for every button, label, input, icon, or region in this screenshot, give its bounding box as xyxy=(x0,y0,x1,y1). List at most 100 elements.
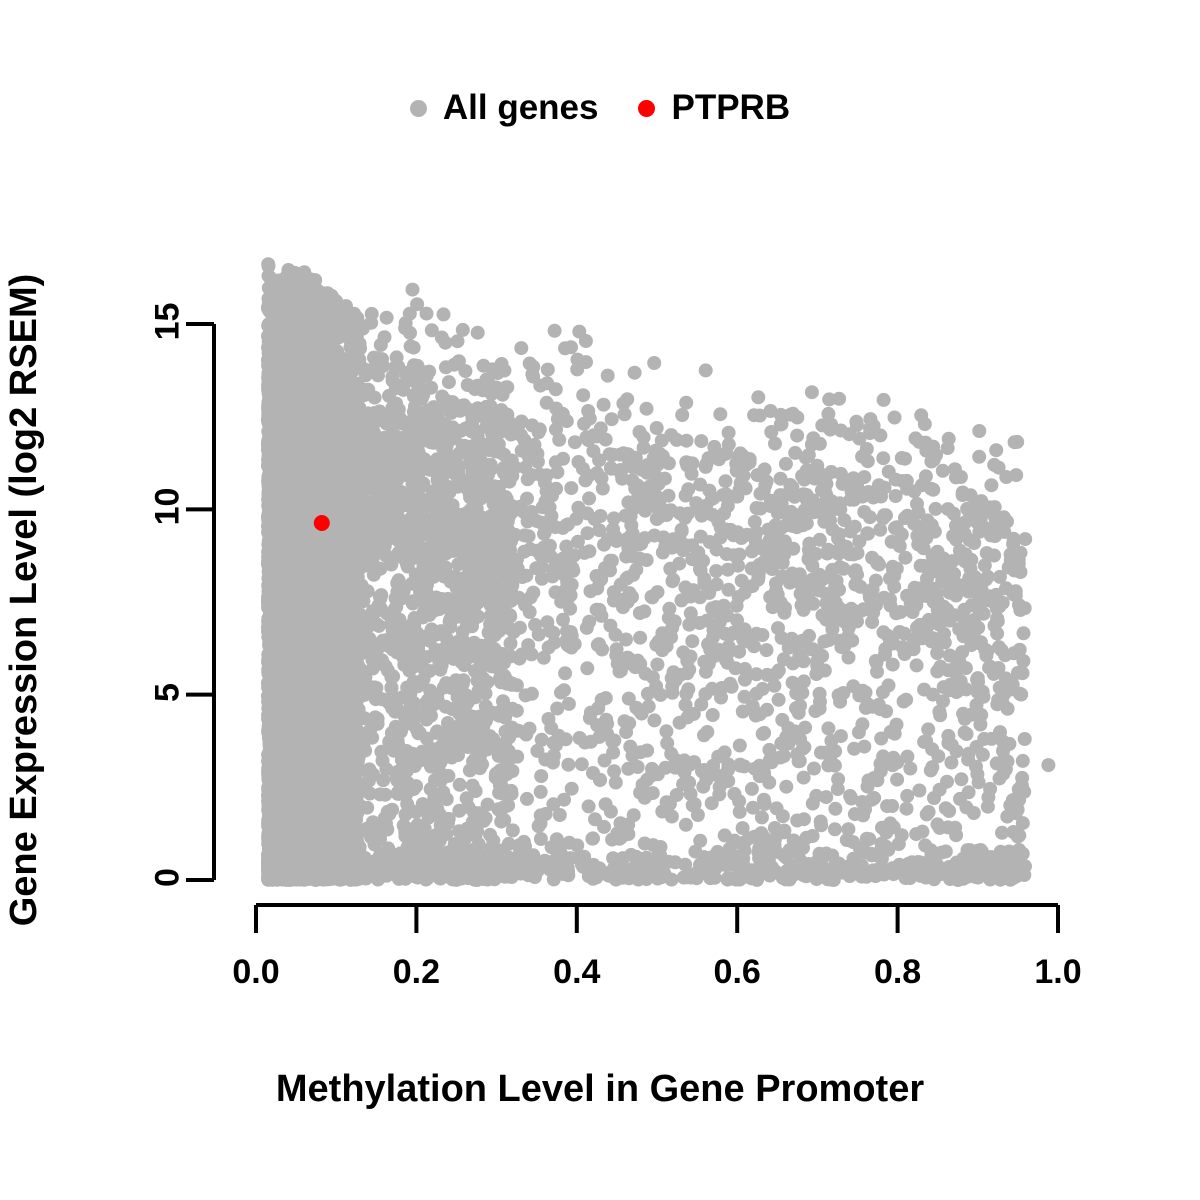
legend-marker-circle-icon xyxy=(638,99,656,117)
data-point xyxy=(822,392,837,407)
data-point xyxy=(771,621,785,636)
data-point xyxy=(390,785,405,800)
data-point xyxy=(541,640,556,655)
data-point xyxy=(604,553,619,568)
data-point xyxy=(455,322,470,337)
data-point xyxy=(593,509,608,523)
data-point xyxy=(647,713,662,728)
legend-label-all-genes: All genes xyxy=(442,88,599,127)
data-point xyxy=(605,734,620,749)
data-point xyxy=(980,569,995,584)
data-point xyxy=(755,726,770,741)
legend-entry-all-genes: All genes xyxy=(409,88,599,128)
data-point xyxy=(759,643,774,658)
y-axis-title-text: Gene Expression Level (log2 RSEM) xyxy=(2,273,45,927)
data-point xyxy=(805,796,820,811)
data-point xyxy=(458,364,473,379)
data-point xyxy=(678,697,693,712)
data-point xyxy=(704,796,719,811)
data-point xyxy=(972,424,987,438)
data-point xyxy=(903,761,918,776)
data-point xyxy=(887,410,902,425)
data-point xyxy=(505,823,520,838)
data-point xyxy=(534,571,549,586)
data-point xyxy=(579,355,593,370)
data-point xyxy=(935,463,950,478)
data-point xyxy=(751,390,766,405)
data-point xyxy=(897,626,912,641)
data-point xyxy=(782,872,797,887)
data-point xyxy=(520,791,534,806)
data-point xyxy=(405,282,420,297)
data-point xyxy=(546,797,561,812)
data-point xyxy=(647,356,662,370)
data-point xyxy=(685,634,700,649)
data-point xyxy=(564,781,579,796)
data-point xyxy=(675,408,690,422)
data-point xyxy=(721,425,736,440)
data-point xyxy=(804,385,819,400)
data-point xyxy=(623,739,638,754)
data-point xyxy=(558,341,572,356)
data-point xyxy=(665,685,680,700)
data-point xyxy=(717,745,732,760)
data-point xyxy=(936,694,950,709)
data-point xyxy=(918,469,933,484)
data-point xyxy=(639,401,654,416)
data-point xyxy=(718,474,733,489)
data-point xyxy=(604,412,619,427)
data-point xyxy=(732,547,747,562)
data-point xyxy=(1016,626,1031,641)
data-point xyxy=(697,728,711,743)
data-point xyxy=(928,501,943,516)
data-point xyxy=(873,522,888,537)
data-point xyxy=(885,799,900,813)
data-point xyxy=(1017,732,1032,746)
data-point xyxy=(821,406,836,421)
plot-panel xyxy=(236,180,1076,895)
data-point xyxy=(859,831,874,846)
data-point xyxy=(580,526,595,541)
data-point xyxy=(747,514,762,529)
data-point xyxy=(580,661,595,676)
data-point xyxy=(663,561,678,576)
data-point xyxy=(533,784,548,799)
data-point xyxy=(1018,532,1033,547)
data-point xyxy=(949,470,963,485)
data-point xyxy=(746,800,760,815)
data-point xyxy=(992,569,1007,584)
data-point xyxy=(592,523,607,538)
legend-entry-ptprb: PTPRB xyxy=(638,88,790,128)
data-point xyxy=(595,481,610,496)
data-point xyxy=(786,406,800,421)
data-point xyxy=(827,822,842,837)
data-point xyxy=(664,809,679,824)
data-point xyxy=(771,692,786,707)
data-point xyxy=(1015,666,1030,681)
data-point xyxy=(478,710,493,725)
data-point xyxy=(540,362,555,377)
data-point xyxy=(627,365,642,380)
data-point xyxy=(660,736,675,751)
data-point xyxy=(564,481,579,496)
data-point xyxy=(828,801,843,816)
data-points-layer xyxy=(261,257,1056,887)
data-point xyxy=(754,810,769,825)
data-point xyxy=(832,391,847,406)
data-point xyxy=(926,482,941,497)
data-point xyxy=(921,805,936,819)
data-point xyxy=(683,786,698,801)
data-point xyxy=(778,456,793,471)
legend-marker-circle-icon xyxy=(409,99,427,117)
data-point xyxy=(637,836,652,851)
data-point xyxy=(452,803,467,818)
data-point xyxy=(567,435,582,450)
y-axis-title: Gene Expression Level (log2 RSEM) xyxy=(0,0,64,1200)
legend-label-ptprb: PTPRB xyxy=(671,88,791,127)
data-point xyxy=(737,672,752,687)
data-point xyxy=(837,513,852,528)
data-point xyxy=(821,633,836,648)
data-point xyxy=(790,428,805,443)
data-point xyxy=(831,772,846,787)
